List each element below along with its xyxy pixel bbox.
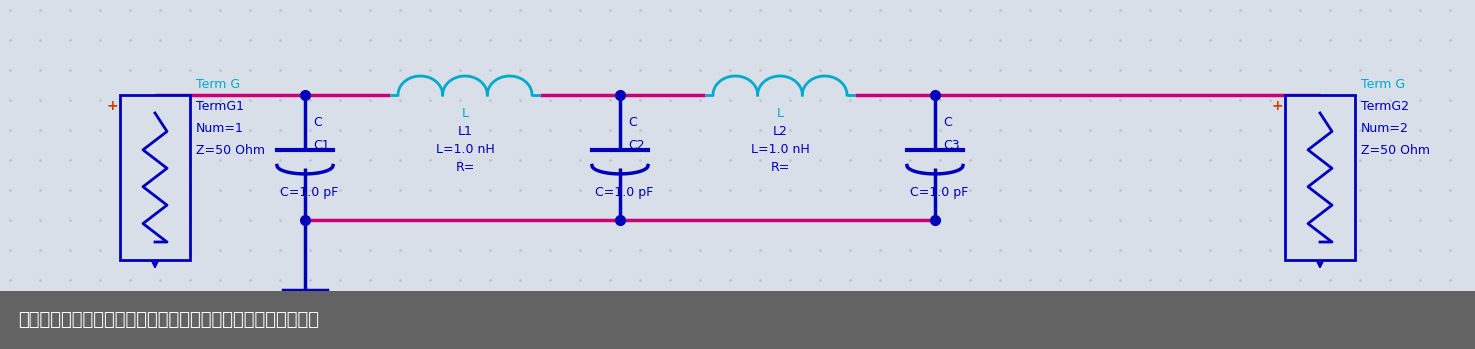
Text: R=: R= [456, 161, 475, 174]
Bar [119, 95, 190, 260]
Text: C: C [313, 116, 322, 129]
Text: C=1.0 pF: C=1.0 pF [280, 186, 338, 199]
Text: C1: C1 [313, 139, 329, 152]
Text: L1: L1 [457, 125, 472, 138]
Text: Num=1: Num=1 [196, 122, 243, 135]
Text: +: + [106, 99, 118, 113]
Text: TermG1: TermG1 [196, 100, 243, 113]
Text: C=1.0 pF: C=1.0 pF [910, 186, 968, 199]
Text: Z=50 Ohm: Z=50 Ohm [1361, 144, 1429, 157]
Text: Term G: Term G [196, 78, 240, 91]
Bar [1285, 95, 1356, 260]
Text: L: L [462, 107, 469, 120]
Text: C3: C3 [943, 139, 960, 152]
Bar [0, 291, 1475, 349]
Text: L=1.0 nH: L=1.0 nH [751, 143, 810, 156]
Text: +: + [1271, 99, 1283, 113]
Text: Term G: Term G [1361, 78, 1406, 91]
Text: L: L [776, 107, 783, 120]
Text: C: C [943, 116, 951, 129]
Text: R=: R= [770, 161, 789, 174]
Text: 插入损耗法设计低通原型滤波器（二）：等波纹低通滤波器设计: 插入损耗法设计低通原型滤波器（二）：等波纹低通滤波器设计 [18, 311, 319, 329]
Text: TermG2: TermG2 [1361, 100, 1409, 113]
Text: C2: C2 [628, 139, 645, 152]
Text: Z=50 Ohm: Z=50 Ohm [196, 144, 266, 157]
Text: L2: L2 [773, 125, 788, 138]
Text: C: C [628, 116, 637, 129]
Text: L=1.0 nH: L=1.0 nH [435, 143, 494, 156]
Text: Num=2: Num=2 [1361, 122, 1409, 135]
Text: C=1.0 pF: C=1.0 pF [594, 186, 653, 199]
